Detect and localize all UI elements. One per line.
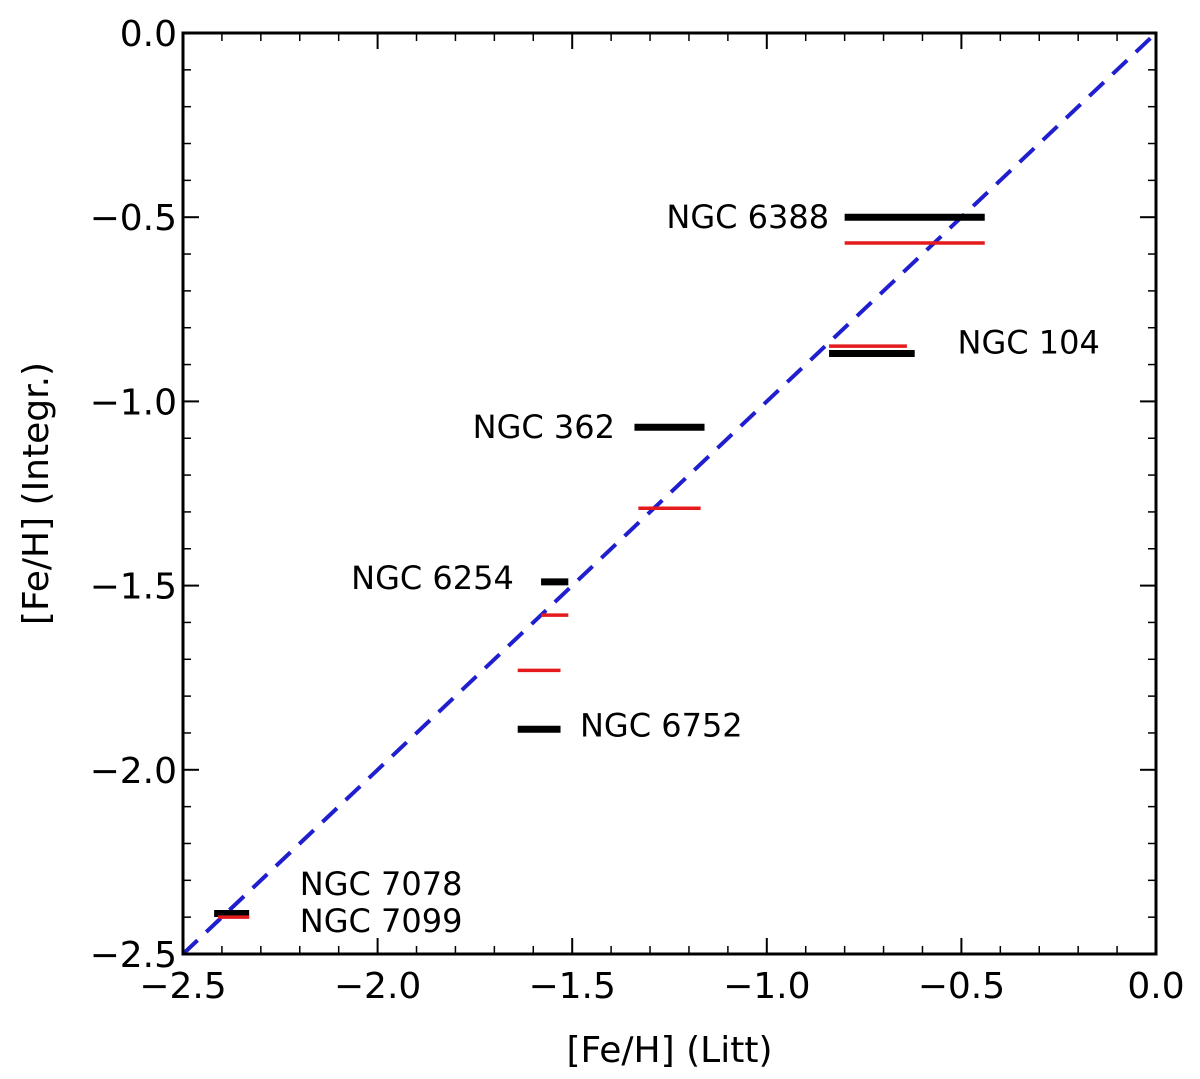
y-axis-label: [Fe/H] (Integr.) <box>16 362 57 625</box>
annotation-label: NGC 6388 <box>666 198 829 236</box>
y-tick-label: −1.0 <box>90 382 177 423</box>
x-tick-label: −0.5 <box>918 966 1005 1007</box>
y-tick-label: −0.5 <box>90 198 177 239</box>
x-axis-label: [Fe/H] (Litt) <box>567 1030 773 1071</box>
y-tick-label: −1.5 <box>90 567 177 608</box>
x-tick-label: 0.0 <box>1127 966 1184 1007</box>
y-tick-label: −2.5 <box>90 935 177 976</box>
chart-marks: NGC 6388 NGC 104 NGC 362 NGC 6254 NGC 6752 NG… <box>181 31 1158 956</box>
annotation-label: NGC 6254 <box>351 559 514 597</box>
plot-frame <box>181 31 1158 956</box>
x-tick-label: −1.0 <box>723 966 810 1007</box>
annotation-label: NGC 7099 <box>300 902 463 940</box>
y-tick-label: −2.0 <box>90 751 177 792</box>
annotation-label: NGC 362 <box>473 408 615 446</box>
x-tick-label: −2.0 <box>334 966 421 1007</box>
annotation-label: NGC 7078 <box>300 865 463 903</box>
chart-ticks: −2.5−2.5 −2.0 −2.0 −1.5 −1.5 −1.0 −1.0 −0.5 −0.5… <box>90 14 1185 1007</box>
annotation-label: NGC 6752 <box>580 707 743 745</box>
annotation-label: NGC 104 <box>958 323 1100 361</box>
y-tick-label: 0.0 <box>120 14 177 55</box>
x-tick-label: −2.5 <box>139 966 226 1007</box>
x-tick-label: −1.5 <box>528 966 615 1007</box>
one-to-one-line <box>181 31 1158 956</box>
